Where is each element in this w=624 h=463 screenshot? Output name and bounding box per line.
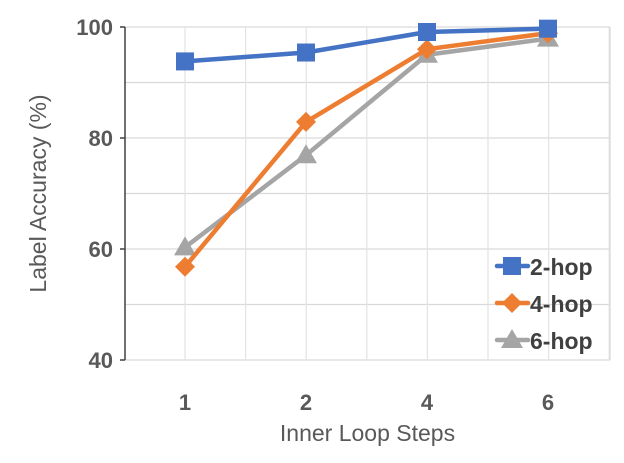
legend-marker-6-hop — [501, 329, 523, 348]
x-tick-label: 1 — [179, 390, 191, 415]
series-line-4-hop — [183, 30, 549, 269]
x-tick-label: 2 — [300, 390, 312, 415]
y-tick-label: 40 — [89, 348, 113, 373]
legend-marker-2-hop — [503, 257, 521, 275]
data-point-2-hop — [176, 52, 194, 71]
data-point-4-hop — [296, 111, 316, 132]
series-line-6-hop — [183, 36, 549, 250]
x-tick-label: 6 — [542, 390, 554, 415]
y-tick-label: 80 — [89, 126, 113, 151]
data-point-2-hop — [418, 22, 436, 41]
data-point-2-hop — [539, 19, 557, 38]
data-point-4-hop — [417, 39, 437, 60]
series-line-2-hop — [184, 26, 549, 64]
data-point-2-hop — [297, 43, 315, 62]
data-point-6-hop — [295, 144, 317, 164]
legend-marker-4-hop — [502, 293, 522, 313]
legend-label-2-hop: 2-hop — [530, 254, 593, 280]
y-tick-label: 100 — [76, 15, 113, 40]
y-axis-label: Label Accuracy (%) — [25, 94, 51, 292]
legend-label-6-hop: 6-hop — [530, 328, 593, 354]
data-point-4-hop — [175, 256, 195, 277]
data-point-6-hop — [174, 236, 196, 256]
x-tick-label: 4 — [421, 390, 434, 415]
legend-label-4-hop: 4-hop — [530, 291, 593, 317]
x-axis-label: Inner Loop Steps — [280, 420, 455, 446]
y-tick-label: 60 — [89, 237, 113, 262]
